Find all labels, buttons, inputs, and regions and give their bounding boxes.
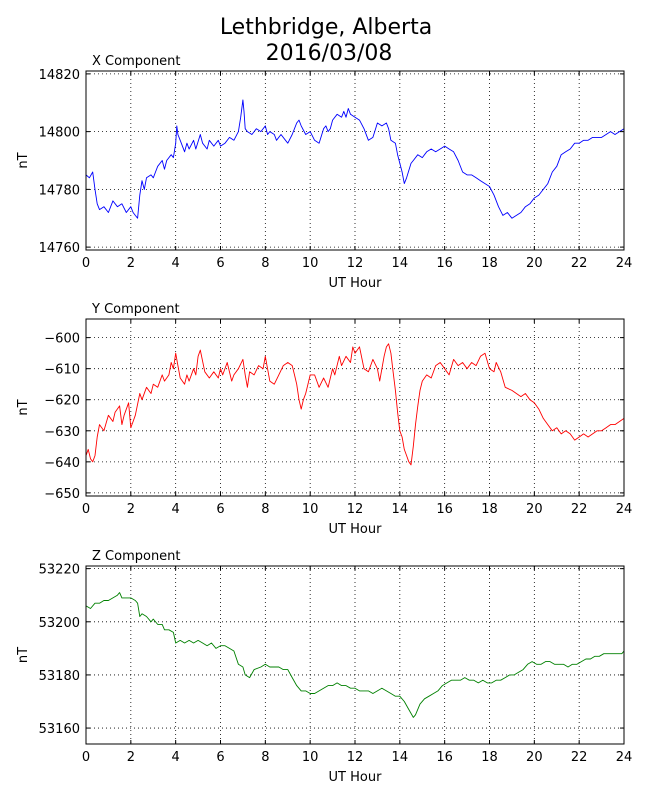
x-xaxis-label: UT Hour bbox=[329, 276, 383, 291]
z-xtick-label: 0 bbox=[82, 750, 90, 765]
z-xtick-label: 12 bbox=[347, 750, 364, 765]
y-yaxis-label: nT bbox=[16, 399, 31, 415]
x-xtick-label: 20 bbox=[526, 256, 543, 271]
z-xtick-label: 6 bbox=[216, 750, 224, 765]
z-xtick-label: 20 bbox=[526, 750, 543, 765]
z-component-series-line bbox=[85, 592, 625, 718]
y-xtick-label: 20 bbox=[526, 502, 543, 517]
x-xtick-label: 22 bbox=[571, 256, 588, 271]
z-xtick-label: 4 bbox=[172, 750, 180, 765]
x-xtick-label: 0 bbox=[82, 256, 90, 271]
z-xaxis-label: UT Hour bbox=[329, 770, 383, 785]
x-component-panel: 0 2 4 6 8 10 12 14 16 18 20 22 241476014780148001482… bbox=[16, 54, 632, 291]
x-yaxis-label: nT bbox=[16, 152, 31, 168]
x-xtick-label: 16 bbox=[436, 256, 453, 271]
z-xtick-label: 2 bbox=[127, 750, 135, 765]
x-ytick-label: 14760 bbox=[39, 241, 80, 256]
z-xtick-label: 10 bbox=[302, 750, 319, 765]
y-ytick-label: −630 bbox=[44, 425, 80, 440]
x-xtick-label: 8 bbox=[261, 256, 269, 271]
z-yaxis-label: nT bbox=[16, 647, 31, 663]
x-ytick-label: 14800 bbox=[39, 126, 80, 141]
z-ytick-label: 53180 bbox=[39, 669, 80, 684]
z-ytick-label: 53160 bbox=[39, 722, 80, 737]
y-xtick-label: 18 bbox=[481, 502, 498, 517]
y-xtick-label: 4 bbox=[172, 502, 180, 517]
y-ytick-label: −650 bbox=[44, 487, 80, 502]
x-xtick-label: 24 bbox=[616, 256, 633, 271]
y-xtick-label: 12 bbox=[347, 502, 364, 517]
z-ytick-label: 53200 bbox=[39, 616, 80, 631]
x-ytick-label: 14780 bbox=[39, 183, 80, 198]
y-ytick-label: −620 bbox=[44, 394, 80, 409]
y-ytick-label: −640 bbox=[44, 456, 80, 471]
x-xtick-label: 6 bbox=[216, 256, 224, 271]
y-xtick-label: 6 bbox=[216, 502, 224, 517]
x-xtick-label: 10 bbox=[302, 256, 319, 271]
y-component-panel: 0 2 4 6 8 10 12 14 16 18 20 22 24−600−610−620−630−64… bbox=[16, 302, 632, 537]
z-xtick-label: 14 bbox=[392, 750, 409, 765]
x-component-series-line bbox=[85, 99, 625, 219]
z-ytick-label: 53220 bbox=[39, 563, 80, 578]
z-xtick-label: 18 bbox=[481, 750, 498, 765]
z-xtick-label: 22 bbox=[571, 750, 588, 765]
y-xaxis-label: UT Hour bbox=[329, 522, 383, 537]
y-xtick-label: 0 bbox=[82, 502, 90, 517]
z-xtick-label: 24 bbox=[616, 750, 633, 765]
y-xtick-label: 24 bbox=[616, 502, 633, 517]
z-xtick-label: 8 bbox=[261, 750, 269, 765]
figure-title-line2: 2016/03/08 bbox=[266, 41, 393, 66]
z-component-panel: 0 2 4 6 8 10 12 14 16 18 20 22 245316053180532005322… bbox=[16, 549, 632, 785]
y-component-series-line bbox=[85, 343, 625, 466]
y-xtick-label: 16 bbox=[436, 502, 453, 517]
y-xtick-label: 2 bbox=[127, 502, 135, 517]
x-component-title: X Component bbox=[92, 54, 181, 69]
x-xtick-label: 18 bbox=[481, 256, 498, 271]
y-ytick-label: −600 bbox=[44, 332, 80, 347]
y-component-title: Y Component bbox=[91, 302, 180, 317]
z-xtick-label: 16 bbox=[436, 750, 453, 765]
y-xtick-label: 10 bbox=[302, 502, 319, 517]
x-xtick-label: 12 bbox=[347, 256, 364, 271]
x-ytick-label: 14820 bbox=[39, 68, 80, 83]
y-ytick-label: −610 bbox=[44, 363, 80, 378]
y-xtick-label: 22 bbox=[571, 502, 588, 517]
x-xtick-label: 4 bbox=[172, 256, 180, 271]
y-xtick-label: 8 bbox=[261, 502, 269, 517]
x-xtick-label: 2 bbox=[127, 256, 135, 271]
y-xtick-label: 14 bbox=[392, 502, 409, 517]
z-component-title: Z Component bbox=[92, 549, 181, 564]
figure-title-line1: Lethbridge, Alberta bbox=[220, 15, 432, 40]
x-xtick-label: 14 bbox=[392, 256, 409, 271]
